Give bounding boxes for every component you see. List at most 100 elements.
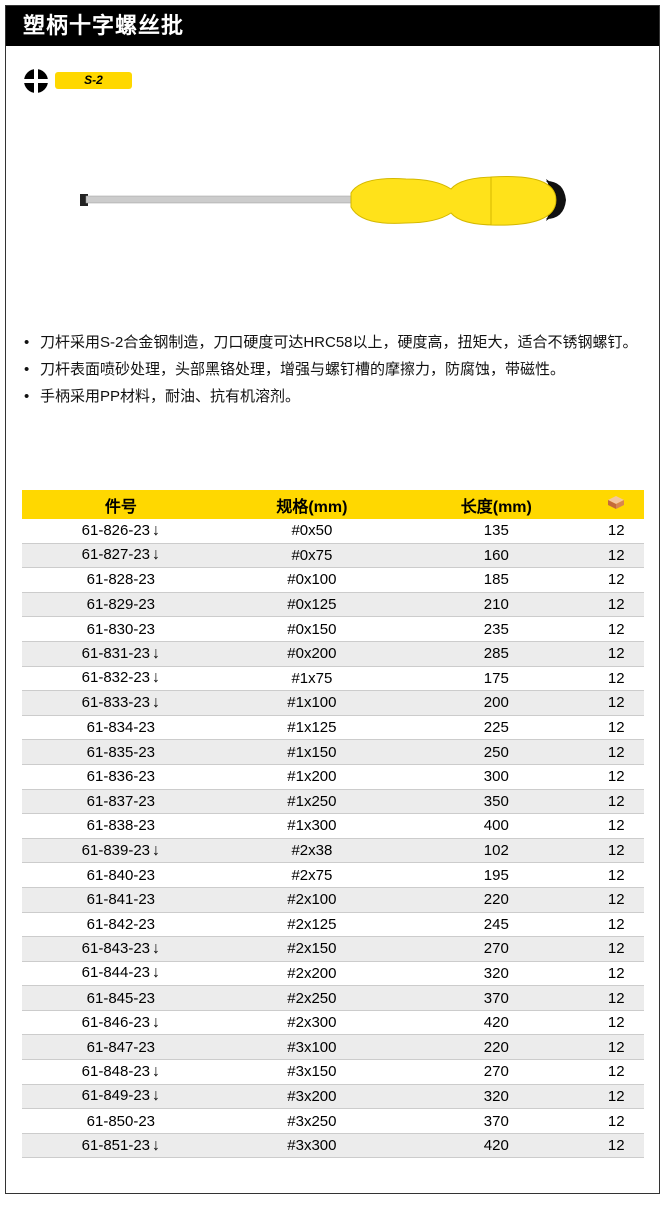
box-qty: 12 — [588, 936, 644, 962]
spec: #1x150 — [219, 739, 405, 765]
length: 370 — [404, 985, 589, 1011]
part-no-text: 61-850-23 — [86, 1112, 156, 1130]
down-arrow-icon: ↓ — [152, 1062, 161, 1080]
part-no: 61-830-23 — [22, 616, 220, 642]
part-no: 61-844-23 ↓ — [22, 961, 220, 987]
part-no-text: 61-842-23 — [86, 915, 156, 933]
table-row: 61-838-23 #1x300 400 12 — [22, 813, 644, 839]
part-no: 61-833-23 ↓ — [22, 690, 220, 716]
length: 102 — [404, 838, 589, 864]
spec: #3x150 — [219, 1059, 405, 1085]
box-qty: 12 — [588, 592, 644, 618]
spec: #2x150 — [219, 936, 405, 962]
box-qty: 12 — [588, 764, 644, 790]
box-qty: 12 — [588, 1133, 644, 1159]
part-no-text: 61-828-23 — [86, 571, 156, 589]
spec: #1x75 — [219, 666, 405, 692]
spec: #1x200 — [219, 764, 405, 790]
part-no-text: 61-851-23 — [81, 1136, 151, 1154]
down-arrow-icon: ↓ — [152, 546, 161, 564]
part-no-text: 61-844-23 — [81, 964, 151, 982]
spec: #0x150 — [219, 616, 405, 642]
box-qty: 12 — [588, 789, 644, 815]
part-no: 61-835-23 — [22, 739, 220, 765]
length: 285 — [404, 641, 589, 667]
down-arrow-icon: ↓ — [152, 1087, 161, 1105]
length: 195 — [404, 862, 589, 888]
feature-item: 手柄采用PP材料，耐油、抗有机溶剂。 — [22, 385, 652, 408]
length: 320 — [404, 961, 589, 987]
length: 350 — [404, 789, 589, 815]
table-row: 61-849-23 ↓ #3x200 320 12 — [22, 1084, 644, 1110]
part-no-text: 61-838-23 — [86, 817, 156, 835]
box-qty: 12 — [588, 543, 644, 569]
part-no-text: 61-845-23 — [86, 989, 156, 1007]
length: 175 — [404, 666, 589, 692]
down-arrow-icon: ↓ — [152, 1013, 161, 1031]
table-row: 61-833-23 ↓ #1x100 200 12 — [22, 690, 644, 716]
table-row: 61-836-23 #1x200 300 12 — [22, 764, 644, 790]
col-part-no: 件号 — [22, 490, 220, 519]
part-no: 61-836-23 — [22, 764, 220, 790]
part-no-text: 61-843-23 — [81, 939, 151, 957]
part-no-text: 61-832-23 — [81, 669, 151, 687]
table-row: 61-843-23 ↓ #2x150 270 12 — [22, 936, 644, 962]
spec: #0x100 — [219, 567, 405, 593]
part-no: 61-831-23 ↓ — [22, 641, 220, 667]
table-row: 61-851-23 ↓ #3x300 420 12 — [22, 1133, 644, 1159]
spec: #1x125 — [219, 715, 405, 741]
part-no-text: 61-836-23 — [86, 768, 156, 786]
table-row: 61-827-23 ↓ #0x75 160 12 — [22, 543, 644, 569]
part-no: 61-841-23 — [22, 887, 220, 913]
table-row: 61-826-23 ↓ #0x50 135 12 — [22, 519, 644, 544]
phillips-tip-icon — [23, 68, 49, 94]
box-qty: 12 — [588, 519, 644, 544]
page-title: 塑柄十字螺丝批 — [6, 6, 659, 46]
box-qty: 12 — [588, 1010, 644, 1036]
table-row: 61-848-23 ↓ #3x150 270 12 — [22, 1059, 644, 1085]
box-qty: 12 — [588, 641, 644, 667]
table-row: 61-844-23 ↓ #2x200 320 12 — [22, 961, 644, 987]
part-no: 61-828-23 — [22, 567, 220, 593]
box-qty: 12 — [588, 616, 644, 642]
part-no: 61-850-23 — [22, 1108, 220, 1134]
table-row: 61-831-23 ↓ #0x200 285 12 — [22, 641, 644, 667]
table-row: 61-842-23 #2x125 245 12 — [22, 912, 644, 938]
col-spec: 规格(mm) — [219, 490, 405, 519]
table-row: 61-829-23 #0x125 210 12 — [22, 592, 644, 618]
part-no-text: 61-847-23 — [86, 1038, 156, 1056]
down-arrow-icon: ↓ — [152, 521, 161, 539]
part-no-text: 61-848-23 — [81, 1062, 151, 1080]
spec: #1x300 — [219, 813, 405, 839]
part-no-text: 61-833-23 — [81, 693, 151, 711]
length: 235 — [404, 616, 589, 642]
length: 270 — [404, 1059, 589, 1085]
part-no-text: 61-834-23 — [86, 719, 156, 737]
box-qty: 12 — [588, 739, 644, 765]
down-arrow-icon: ↓ — [152, 939, 161, 957]
spec: #1x100 — [219, 690, 405, 716]
spec: #0x50 — [219, 519, 405, 544]
part-no-text: 61-827-23 — [81, 546, 151, 564]
part-no: 61-837-23 — [22, 789, 220, 815]
part-no: 61-839-23 ↓ — [22, 838, 220, 864]
part-no: 61-834-23 — [22, 715, 220, 741]
part-no-text: 61-831-23 — [81, 644, 151, 662]
length: 135 — [404, 519, 589, 544]
spec: #3x300 — [219, 1133, 405, 1159]
part-no-text: 61-846-23 — [81, 1013, 151, 1031]
length: 200 — [404, 690, 589, 716]
col-box-qty — [588, 490, 644, 519]
part-no: 61-827-23 ↓ — [22, 543, 220, 569]
part-no: 61-845-23 — [22, 985, 220, 1011]
spec: #2x200 — [219, 961, 405, 987]
part-no-text: 61-830-23 — [86, 620, 156, 638]
box-qty: 12 — [588, 912, 644, 938]
material-badge: S-2 — [55, 72, 132, 89]
product-panel: 塑柄十字螺丝批 S-2 刀杆采用S-2合金钢制造，刀口硬度可达HRC58以上，硬… — [5, 5, 660, 1194]
spec: #2x38 — [219, 838, 405, 864]
down-arrow-icon: ↓ — [152, 693, 161, 711]
feature-item: 刀杆表面喷砂处理，头部黑铬处理，增强与螺钉槽的摩擦力，防腐蚀，带磁性。 — [22, 358, 652, 381]
table-row: 61-835-23 #1x150 250 12 — [22, 739, 644, 765]
part-no: 61-826-23 ↓ — [22, 519, 220, 544]
